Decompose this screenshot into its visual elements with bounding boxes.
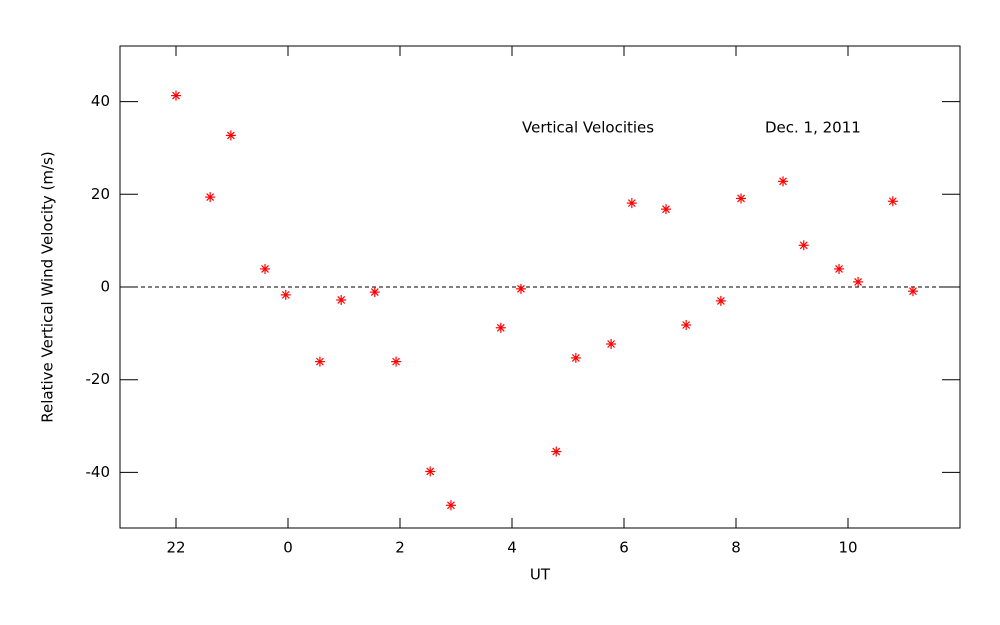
point-stroke bbox=[172, 91, 180, 100]
point bbox=[495, 322, 506, 333]
point bbox=[225, 130, 236, 141]
point bbox=[834, 263, 845, 274]
x-tick-label: 8 bbox=[731, 539, 741, 557]
y-tick-label: -40 bbox=[86, 463, 111, 481]
point bbox=[778, 176, 789, 187]
x-tick-label: 22 bbox=[166, 539, 185, 557]
x-tick-label: 0 bbox=[283, 539, 293, 557]
point bbox=[681, 320, 692, 331]
x-tick-label: 2 bbox=[395, 539, 405, 557]
point bbox=[551, 446, 562, 457]
chart-title: Vertical Velocities bbox=[522, 119, 654, 137]
point bbox=[887, 196, 898, 207]
x-tick-label: 4 bbox=[507, 539, 517, 557]
point-stroke bbox=[206, 193, 215, 202]
point bbox=[661, 204, 671, 215]
point bbox=[853, 276, 864, 287]
point bbox=[260, 263, 271, 274]
y-tick-label: -20 bbox=[86, 370, 111, 388]
x-tick-label: 6 bbox=[619, 539, 629, 557]
point-stroke bbox=[552, 447, 561, 456]
point-stroke bbox=[888, 197, 897, 206]
point bbox=[205, 192, 216, 203]
point-stroke bbox=[517, 284, 525, 293]
y-tick-label: 40 bbox=[91, 92, 110, 110]
annotation: Dec. 1, 2011 bbox=[765, 119, 861, 137]
point-stroke bbox=[662, 205, 670, 214]
point bbox=[515, 283, 526, 294]
point-stroke bbox=[799, 241, 808, 250]
x-axis-label: UT bbox=[530, 566, 551, 584]
point bbox=[715, 295, 726, 306]
point bbox=[280, 289, 291, 300]
point bbox=[336, 294, 347, 305]
point bbox=[570, 352, 581, 363]
point-stroke bbox=[737, 194, 745, 203]
point-stroke bbox=[337, 296, 346, 304]
point-stroke bbox=[392, 357, 401, 366]
point-stroke bbox=[607, 340, 616, 348]
point-stroke bbox=[261, 265, 269, 273]
point-stroke bbox=[426, 467, 435, 476]
point-stroke bbox=[779, 177, 787, 186]
point bbox=[391, 356, 402, 367]
point-stroke bbox=[627, 199, 636, 208]
point bbox=[626, 198, 637, 209]
y-tick-label: 0 bbox=[100, 278, 110, 296]
point bbox=[425, 466, 436, 477]
point bbox=[369, 287, 380, 298]
point bbox=[606, 339, 617, 350]
point-stroke bbox=[909, 287, 917, 296]
point-stroke bbox=[226, 131, 235, 140]
point-stroke bbox=[281, 290, 290, 299]
x-tick-label: 10 bbox=[838, 539, 857, 557]
point-stroke bbox=[315, 357, 324, 366]
point-stroke bbox=[682, 321, 691, 329]
y-axis-label: Relative Vertical Wind Velocity (m/s) bbox=[39, 151, 57, 422]
point-stroke bbox=[835, 265, 843, 273]
point bbox=[798, 240, 809, 251]
point-stroke bbox=[571, 353, 580, 362]
point bbox=[445, 500, 456, 511]
y-tick-label: 20 bbox=[91, 185, 110, 203]
point bbox=[736, 193, 747, 204]
point-stroke bbox=[370, 288, 379, 297]
point bbox=[314, 356, 325, 367]
point-stroke bbox=[716, 296, 725, 305]
point bbox=[171, 90, 181, 101]
point-stroke bbox=[854, 277, 863, 286]
point bbox=[907, 286, 918, 297]
point-stroke bbox=[447, 501, 455, 510]
point-stroke bbox=[496, 323, 505, 332]
